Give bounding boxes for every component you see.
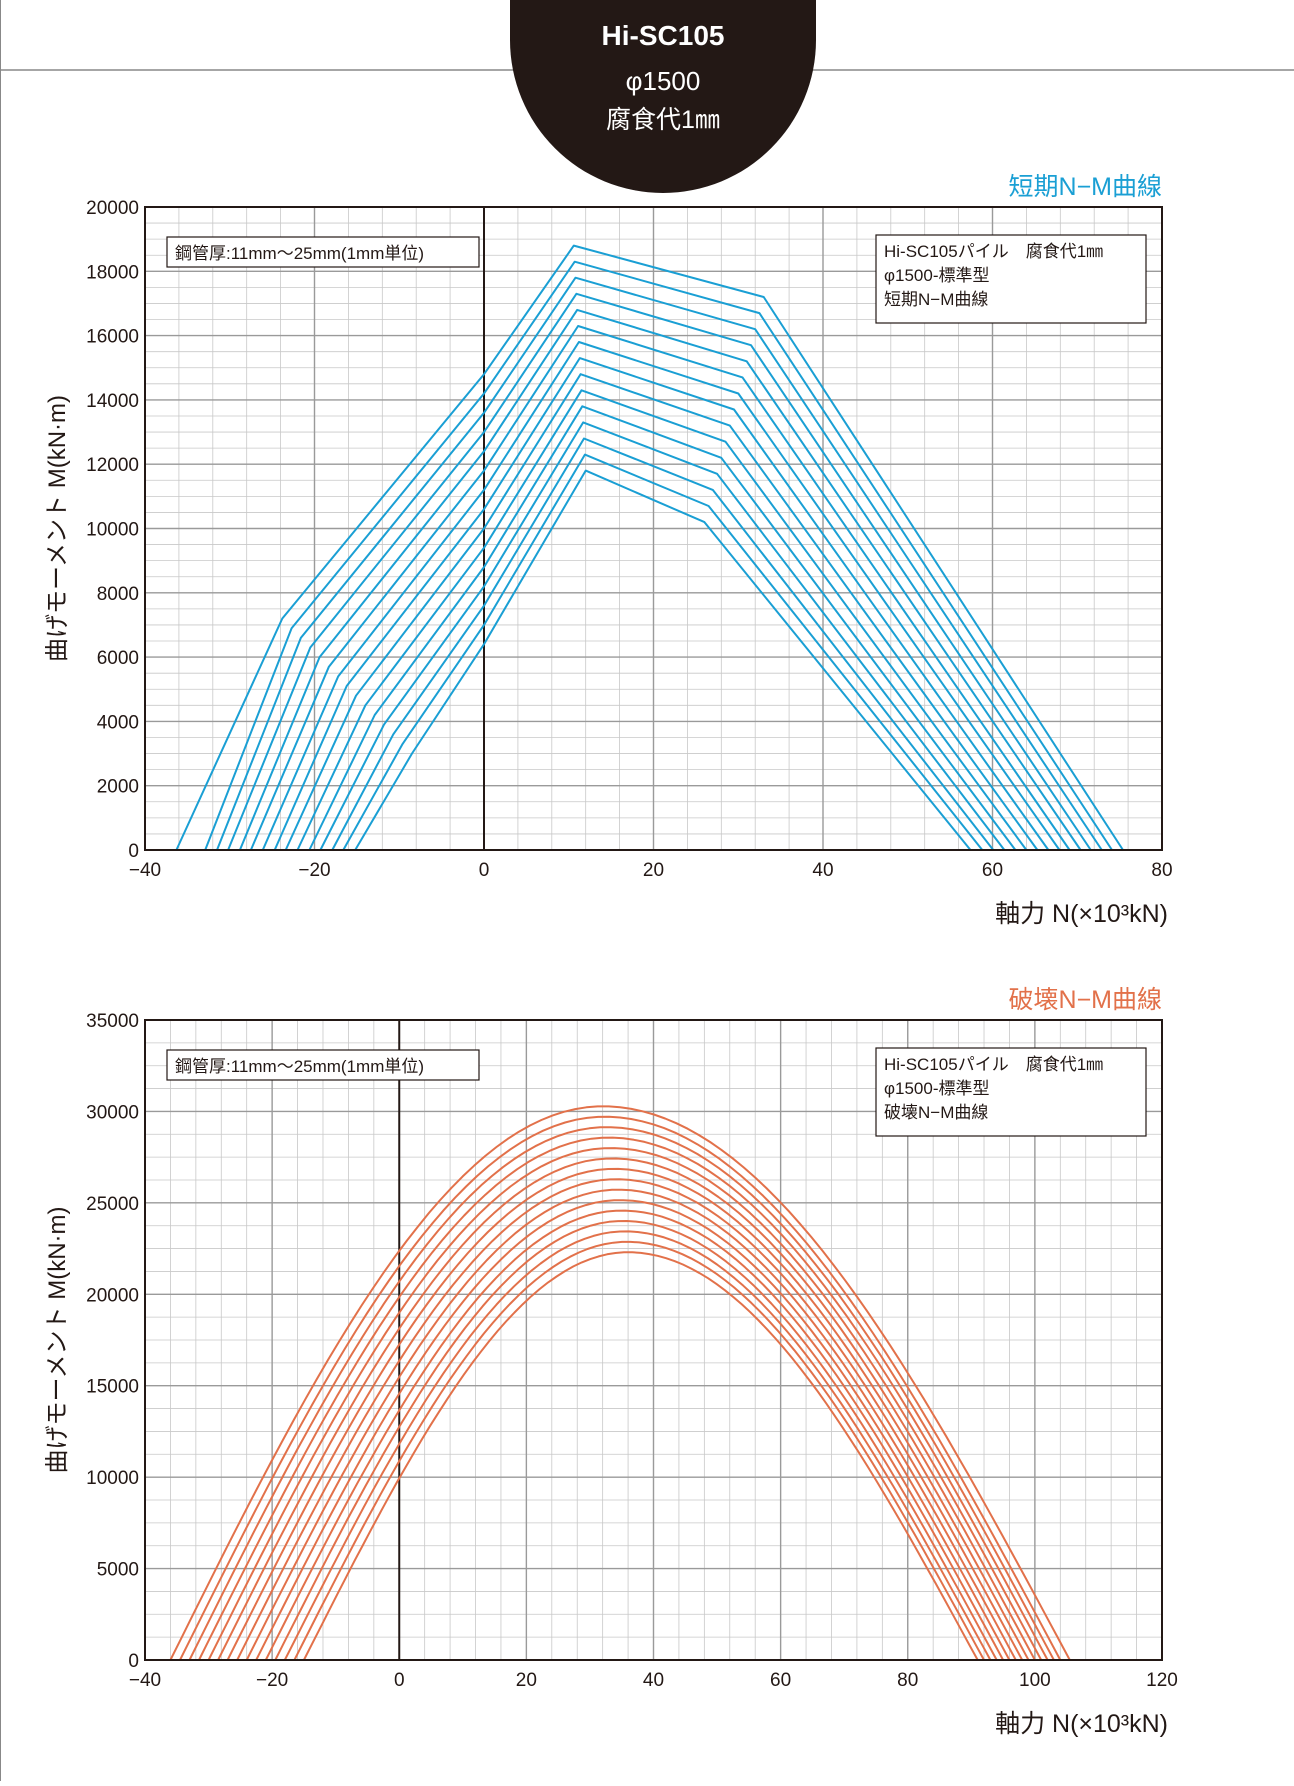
x-axis-label: 軸力 N(×10³kN) [995, 900, 1168, 928]
note-right-box [875, 1047, 1147, 1137]
header-corrosion: 腐食代1㎜ [606, 106, 720, 134]
series-line [293, 1240, 985, 1661]
series-line [273, 357, 1050, 851]
series-line [188, 1126, 1055, 1661]
series-line [319, 421, 1006, 851]
chart-title: 短期N−M曲線 [1009, 173, 1162, 201]
y-axis-label: 曲げモーメント M(kN·m) [44, 395, 71, 662]
series-line [236, 1178, 1024, 1661]
x-tick-label: 80 [897, 1670, 918, 1691]
series-line [204, 260, 1113, 851]
series-line [217, 1157, 1036, 1661]
y-tick-label: 5000 [97, 1560, 139, 1581]
x-tick-label: 100 [1019, 1670, 1051, 1691]
note-right-line: 破壊N−M曲線 [884, 1103, 988, 1122]
failure-chart: −40 −20 0 20 40 60 80 100 120 0 5000 10000 15000 2000… [44, 986, 1178, 1738]
series-line [284, 373, 1039, 851]
y-tick-label: 18000 [86, 262, 139, 283]
series-line [261, 341, 1061, 851]
series-line [245, 1188, 1017, 1661]
y-tick-label: 6000 [97, 648, 139, 669]
x-tick-label: 0 [394, 1670, 405, 1691]
note-left: 鋼管厚:11mm〜25mm(1mm単位) [166, 236, 480, 268]
series-line [227, 292, 1092, 851]
series-line [274, 1220, 998, 1661]
plot-border [144, 1019, 1163, 1661]
y-tick-label: 14000 [86, 391, 139, 412]
header-model: Hi-SC105 [602, 20, 725, 51]
series-line [354, 469, 972, 851]
y-tick-label: 4000 [97, 712, 139, 733]
y-tick-label: 10000 [86, 1468, 139, 1489]
note-right-line: Hi-SC105パイル 腐食代1㎜ [884, 1055, 1103, 1074]
x-tick-label: −20 [256, 1670, 288, 1691]
header-badge-bg [510, 0, 816, 193]
series-line [249, 325, 1071, 851]
y-tick-label: 2000 [97, 777, 139, 798]
x-tick-label: −20 [298, 860, 330, 881]
y-tick-label: 20000 [86, 1285, 139, 1306]
series-line [255, 1199, 1011, 1661]
series-line [198, 1136, 1049, 1661]
header-diameter: φ1500 [626, 66, 701, 96]
note-right-box [875, 234, 1147, 324]
series-line [207, 1147, 1043, 1661]
y-tick-label: 25000 [86, 1194, 139, 1215]
series-line [216, 276, 1103, 851]
y-tick-label: 0 [128, 841, 139, 862]
x-tick-label: 40 [812, 860, 833, 881]
series-line [238, 308, 1082, 851]
note-left-text: 鋼管厚:11mm〜25mm(1mm単位) [175, 1057, 424, 1076]
series-line [331, 437, 995, 851]
x-tick-label: −40 [129, 860, 161, 881]
x-axis-label: 軸力 N(×10³kN) [995, 1710, 1168, 1738]
x-tick-label: 120 [1146, 1670, 1178, 1691]
note-right-line: φ1500-標準型 [884, 266, 990, 285]
y-tick-label: 20000 [86, 198, 139, 219]
y-tick-label: 0 [128, 1651, 139, 1672]
series-line [296, 389, 1028, 851]
y-tick-label: 16000 [86, 327, 139, 348]
series-line [308, 405, 1017, 851]
note-left: 鋼管厚:11mm〜25mm(1mm単位) [166, 1049, 480, 1081]
series-line [179, 1115, 1062, 1661]
chart-title: 破壊N−M曲線 [1009, 986, 1162, 1014]
x-tick-label: 80 [1151, 860, 1172, 881]
header-badge: Hi-SC105 φ1500 腐食代1㎜ [510, 0, 816, 193]
series-line [226, 1167, 1030, 1661]
plot-border [144, 206, 1163, 851]
y-tick-label: 12000 [86, 455, 139, 476]
x-tick-label: −40 [129, 1670, 161, 1691]
note-left-text: 鋼管厚:11mm〜25mm(1mm単位) [175, 244, 424, 263]
series-line [283, 1230, 992, 1661]
x-tick-label: 40 [643, 1670, 664, 1691]
x-tick-label: 20 [643, 860, 664, 881]
x-tick-label: 60 [770, 1670, 791, 1691]
series-line [169, 1105, 1071, 1661]
note-left-box [166, 236, 480, 268]
note-right-line: Hi-SC105パイル 腐食代1㎜ [884, 242, 1103, 261]
short-term-chart: −40 −20 0 20 40 60 80 0 2000 4000 6000 8000 10000 120… [44, 173, 1173, 928]
note-left-box [166, 1049, 480, 1081]
x-tick-label: 60 [982, 860, 1003, 881]
y-tick-label: 35000 [86, 1011, 139, 1032]
note-right-line: φ1500-標準型 [884, 1079, 990, 1098]
series-line [264, 1209, 1004, 1661]
x-tick-label: 20 [516, 1670, 537, 1691]
series-line [342, 453, 984, 851]
series-line [175, 244, 1124, 851]
note-right-line: 短期N−M曲線 [884, 290, 988, 309]
y-tick-label: 15000 [86, 1377, 139, 1398]
x-tick-label: 0 [479, 860, 490, 881]
y-tick-label: 10000 [86, 520, 139, 541]
y-tick-label: 8000 [97, 584, 139, 605]
series-line [303, 1251, 979, 1661]
y-axis-label: 曲げモーメント M(kN·m) [44, 1206, 71, 1473]
y-tick-label: 30000 [86, 1102, 139, 1123]
